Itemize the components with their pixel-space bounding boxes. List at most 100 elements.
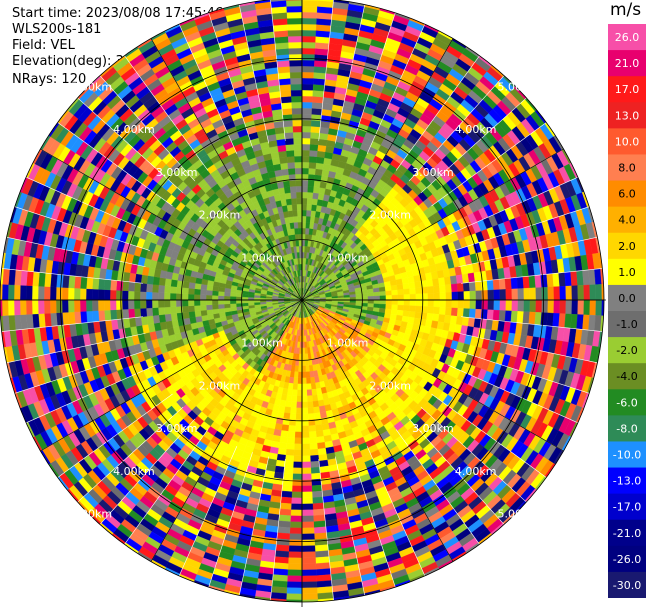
velocity-cell xyxy=(535,287,543,301)
velocity-cell xyxy=(312,96,324,104)
ray-gap xyxy=(448,176,579,236)
velocity-cell xyxy=(301,563,317,571)
velocity-cell xyxy=(310,454,320,462)
velocity-cell xyxy=(163,299,171,308)
velocity-cell xyxy=(384,285,392,292)
velocity-cell xyxy=(133,299,141,309)
velocity-cell xyxy=(195,315,203,323)
velocity-cell xyxy=(367,296,375,301)
velocity-cell xyxy=(146,283,153,293)
velocity-cell xyxy=(91,299,99,312)
velocity-cell xyxy=(122,281,130,292)
field-label: Field: VEL xyxy=(12,38,75,53)
velocity-cell xyxy=(541,299,549,314)
velocity-cell xyxy=(187,293,195,301)
velocity-cell xyxy=(109,289,117,301)
velocity-cell xyxy=(449,275,458,285)
velocity-cell xyxy=(313,186,321,194)
velocity-cell xyxy=(311,108,323,116)
velocity-cell xyxy=(253,302,261,306)
velocity-cell xyxy=(456,308,464,318)
velocity-cell xyxy=(152,276,160,286)
velocity-cell xyxy=(158,314,166,323)
velocity-cell xyxy=(493,289,501,301)
velocity-cell xyxy=(427,306,434,314)
velocity-cell xyxy=(286,437,295,444)
velocity-cell xyxy=(385,295,393,301)
velocity-cell xyxy=(312,192,320,200)
velocity-cell xyxy=(7,299,15,316)
velocity-cell xyxy=(218,307,226,314)
velocity-cell xyxy=(517,299,525,312)
velocity-cell xyxy=(493,299,501,311)
velocity-cell xyxy=(529,287,537,301)
velocity-cell xyxy=(224,307,232,313)
velocity-cell xyxy=(301,137,311,145)
velocity-cell xyxy=(193,305,201,312)
velocity-cell xyxy=(133,291,141,301)
velocity-cell xyxy=(223,299,231,305)
velocity-cell xyxy=(301,161,310,169)
velocity-cell xyxy=(301,155,310,163)
velocity-cell xyxy=(305,371,311,379)
velocity-cell xyxy=(301,245,305,253)
velocity-cell xyxy=(315,550,330,558)
velocity-cell xyxy=(79,299,87,312)
velocity-cell xyxy=(287,569,303,577)
velocity-cell xyxy=(301,389,308,397)
velocity-cell xyxy=(462,308,470,318)
velocity-cell xyxy=(281,490,293,498)
velocity-cell xyxy=(311,394,319,402)
velocity-cell xyxy=(408,281,416,289)
velocity-cell xyxy=(583,284,591,301)
velocity-cell xyxy=(279,436,288,444)
velocity-cell xyxy=(427,292,435,301)
velocity-cell xyxy=(97,289,105,301)
velocity-cell xyxy=(378,286,386,293)
velocity-cell xyxy=(43,299,51,314)
velocity-cell xyxy=(457,291,465,301)
velocity-cell xyxy=(349,297,357,301)
velocity-cell xyxy=(313,412,321,420)
velocity-cell xyxy=(13,299,21,316)
velocity-cell xyxy=(301,557,316,565)
nrays-label: NRays: 120 xyxy=(12,72,87,87)
velocity-cell xyxy=(314,532,328,540)
velocity-cell xyxy=(290,515,303,523)
velocity-cell xyxy=(287,563,303,571)
velocity-cell xyxy=(316,150,326,158)
velocity-cell xyxy=(301,365,306,373)
velocity-cell xyxy=(439,284,446,293)
velocity-cell xyxy=(301,185,309,193)
velocity-cell xyxy=(103,289,111,301)
velocity-cell xyxy=(433,285,440,294)
velocity-cell xyxy=(80,276,88,289)
velocity-cell xyxy=(307,185,315,193)
velocity-cell xyxy=(74,276,82,289)
velocity-cell xyxy=(307,407,315,415)
velocity-cell xyxy=(205,304,213,311)
velocity-cell xyxy=(31,285,39,301)
velocity-cell xyxy=(122,308,130,319)
velocity-cell xyxy=(241,299,249,304)
velocity-cell xyxy=(280,496,292,504)
velocity-cell xyxy=(158,284,165,293)
velocity-cell xyxy=(289,413,297,420)
velocity-cell xyxy=(511,288,519,301)
velocity-cell xyxy=(1,284,9,301)
velocity-cell xyxy=(103,299,111,311)
velocity-cell xyxy=(301,377,307,385)
velocity-cell xyxy=(235,296,243,301)
start-time-label: Start time: 2023/08/08 17:45:46 xyxy=(12,6,224,21)
velocity-cell xyxy=(313,180,321,188)
velocity-cell xyxy=(301,101,313,109)
velocity-cell xyxy=(316,436,325,444)
velocity-cell xyxy=(301,71,315,79)
velocity-cell xyxy=(486,279,494,291)
velocity-cell xyxy=(187,287,195,295)
velocity-cell xyxy=(151,291,159,301)
velocity-cell xyxy=(439,292,447,301)
velocity-cell xyxy=(310,138,320,146)
velocity-cell xyxy=(535,299,543,313)
velocity-cell xyxy=(301,149,311,157)
